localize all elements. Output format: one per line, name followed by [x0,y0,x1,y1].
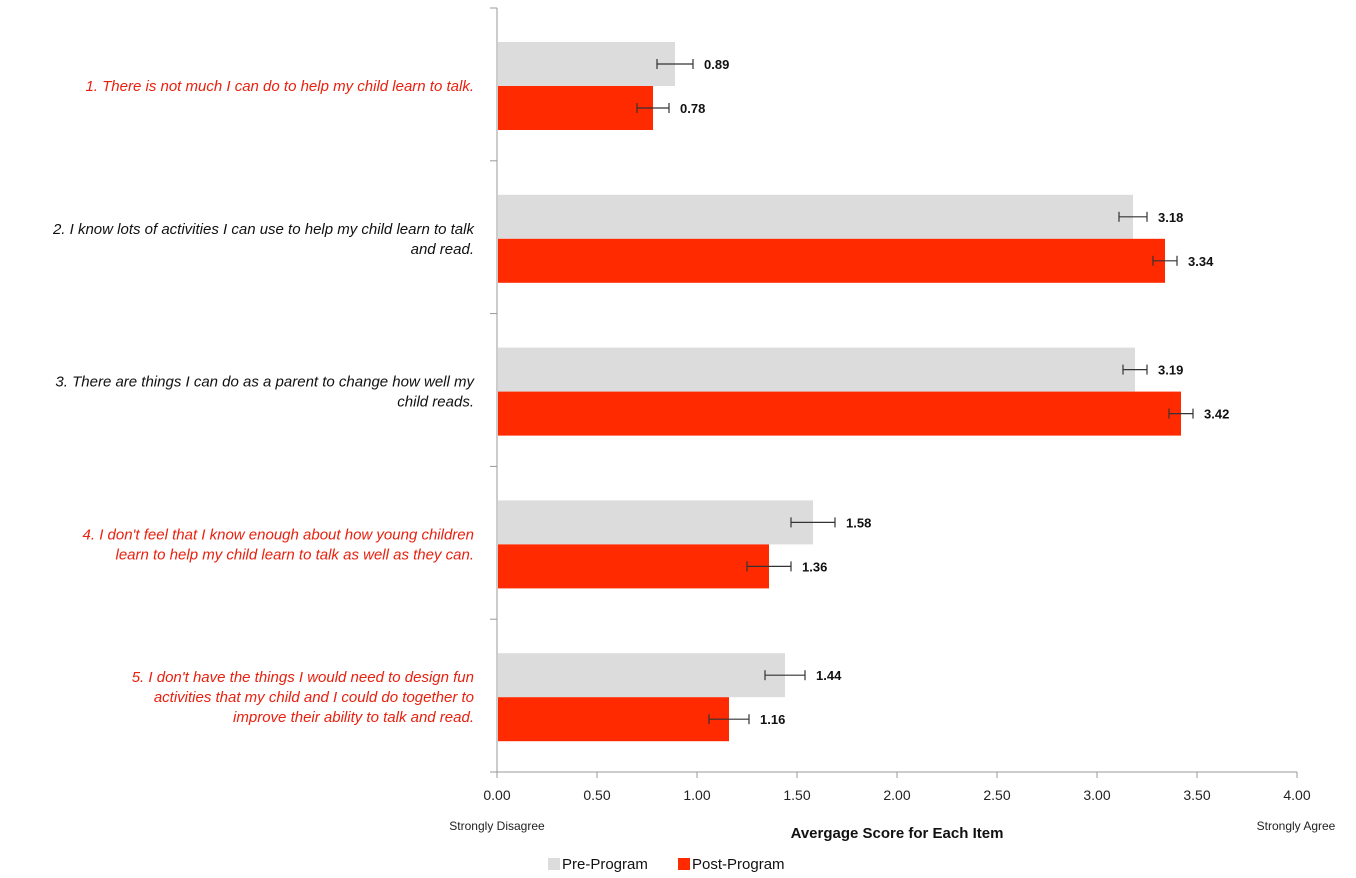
x-tick-label: 1.50 [783,787,810,803]
category-label-line: 3. There are things I can do as a parent… [55,374,475,391]
data-label-pre-program-item-4: 1.58 [846,515,871,530]
category-label-line: child reads. [397,394,474,411]
data-label-post-program-item-2: 3.34 [1188,254,1214,269]
x-tick-label: 4.00 [1283,787,1310,803]
x-anchor-right-label: Strongly Agree [1257,819,1336,833]
bar-pre-program-item-4 [498,500,813,545]
bar-pre-program-item-2 [498,194,1133,239]
x-tick-label: 0.50 [583,787,610,803]
data-label-post-program-item-4: 1.36 [802,559,827,574]
legend-label-pre-program: Pre-Program [562,856,648,873]
bar-post-program-item-5 [498,697,729,742]
data-label-post-program-item-1: 0.78 [680,101,705,116]
legend-swatch-post-program [678,858,690,870]
x-tick-label: 0.00 [483,787,510,803]
x-tick-label: 1.00 [683,787,710,803]
bar-pre-program-item-3 [498,347,1135,392]
axes-group: 0.00 0.50 1.00 1.50 2.00 2.50 3.00 3.50 4.00 [483,7,1311,803]
category-label-line: 5. I don't have the things I would need … [132,669,474,686]
category-label-line: learn to help my child learn to talk as … [115,546,474,563]
bars-group: 0.89 0.78 3.18 3.34 3.19 3.42 1.58 1.36 1.44 1.16 [498,42,1229,742]
data-label-post-program-item-3: 3.42 [1204,407,1229,422]
data-label-pre-program-item-3: 3.19 [1158,363,1183,378]
legend-label-post-program: Post-Program [692,856,785,873]
x-anchor-left-label: Strongly Disagree [449,819,545,833]
bar-post-program-item-4 [498,544,769,589]
category-label-item-3: 3. There are things I can do as a parent… [55,374,475,411]
category-label-line: activities that my child and I could do … [154,689,474,706]
category-label-line: and read. [411,241,474,258]
category-label-item-5: 5. I don't have the things I would need … [132,669,474,726]
category-labels-group: 1. There is not much I can do to help my… [52,78,476,726]
category-label-line: 1. There is not much I can do to help my… [85,78,474,95]
bar-post-program-item-2 [498,238,1165,283]
data-label-post-program-item-5: 1.16 [760,712,785,727]
category-label-item-4: 4. I don't feel that I know enough about… [83,526,474,563]
bar-pre-program-item-1 [498,42,675,86]
legend-swatch-pre-program [548,858,560,870]
x-tick-label: 3.50 [1183,787,1210,803]
data-label-pre-program-item-1: 0.89 [704,57,729,72]
bar-post-program-item-3 [498,391,1181,436]
data-label-pre-program-item-2: 3.18 [1158,210,1183,225]
x-tick-label: 2.50 [983,787,1010,803]
x-tick-label: 2.00 [883,787,910,803]
x-axis-title: Avergage Score for Each Item [791,825,1004,842]
x-tick-label: 3.00 [1083,787,1110,803]
category-label-item-2: 2. I know lots of activities I can use t… [52,221,476,258]
bar-pre-program-item-5 [498,653,785,698]
category-label-item-1: 1. There is not much I can do to help my… [85,78,474,95]
legend: Pre-Program Post-Program [548,856,785,873]
category-label-line: improve their ability to talk and read. [233,709,474,726]
category-label-line: 2. I know lots of activities I can use t… [52,221,476,238]
category-label-line: 4. I don't feel that I know enough about… [83,526,474,543]
data-label-pre-program-item-5: 1.44 [816,668,842,683]
bar-post-program-item-1 [498,86,653,130]
